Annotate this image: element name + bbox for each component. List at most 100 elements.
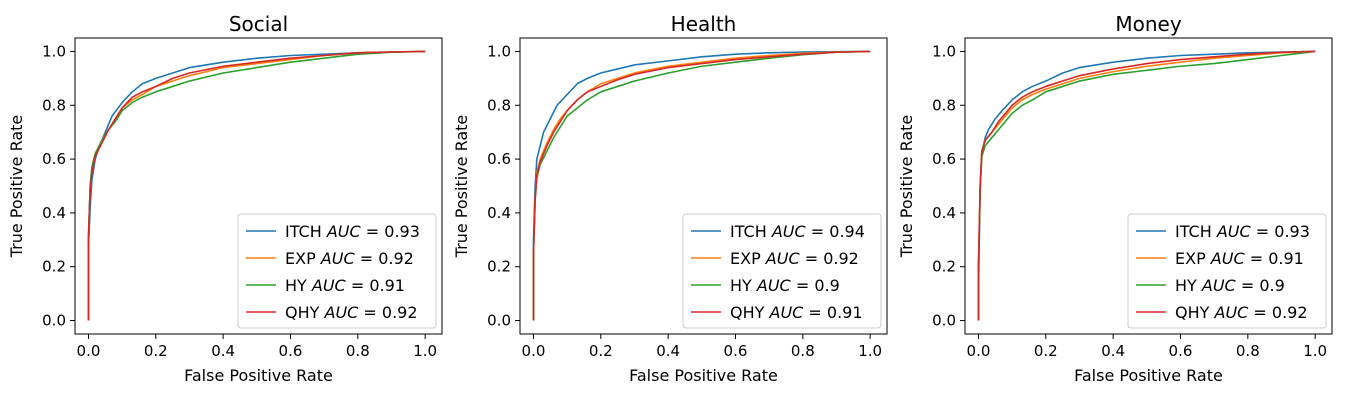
chart-title: Health xyxy=(671,12,737,36)
legend-auc-value: 0.9 xyxy=(1259,276,1284,295)
x-tick-label: 0.0 xyxy=(77,342,101,360)
legend-auc-value: 0.91 xyxy=(1268,249,1304,268)
x-tick-label: 0.8 xyxy=(1236,342,1260,360)
y-axis-label: True Positive Rate xyxy=(7,115,26,259)
legend-equals: = xyxy=(800,249,824,268)
legend-auc-symbol: AUC xyxy=(752,276,792,295)
x-tick-label: 0.6 xyxy=(724,342,748,360)
x-axis-label: False Positive Rate xyxy=(629,366,778,385)
y-tick-label: 1.0 xyxy=(487,42,511,60)
legend-equals: = xyxy=(358,303,382,322)
y-tick-label: 0.2 xyxy=(42,258,66,276)
legend-entry-hy: HY AUC = 0.9 xyxy=(730,276,840,295)
legend-entry-itch: ITCH AUC = 0.93 xyxy=(285,222,420,241)
x-tick-label: 0.0 xyxy=(522,342,546,360)
x-tick-label: 0.4 xyxy=(211,342,235,360)
chart-panel-money: Money 0.0 0.2 0.4 0.6 0.8 1.0 0.0 0.2 0.4 0.6 0.8 1.… xyxy=(897,12,1333,385)
y-axis-label: True Positive Rate xyxy=(897,115,916,259)
roc-curve-hy xyxy=(977,50,1316,321)
legend-series-name: HY xyxy=(1175,276,1197,295)
legend-box xyxy=(237,213,437,329)
x-tick-label: 0.2 xyxy=(1034,342,1058,360)
roc-curve-itch xyxy=(532,50,871,321)
y-tick-label: 0.0 xyxy=(42,312,66,330)
x-tick-label: 1.0 xyxy=(1303,342,1327,360)
legend-series-name: HY xyxy=(730,276,752,295)
legend: ITCH AUC = 0.93 EXP AUC = 0.92 HY AUC = 0.… xyxy=(237,213,437,329)
legend-entry-exp: EXP AUC = 0.91 xyxy=(1175,249,1304,268)
legend-entry-exp: EXP AUC = 0.92 xyxy=(285,249,414,268)
x-tick-label: 1.0 xyxy=(858,342,882,360)
legend-box xyxy=(682,213,882,329)
plot-frame xyxy=(519,37,888,335)
legend-series-name: ITCH xyxy=(730,222,767,241)
legend-auc-value: 0.92 xyxy=(1272,303,1308,322)
y-tick-label: 0.6 xyxy=(932,150,956,168)
legend-entry-qhy: QHY AUC = 0.92 xyxy=(1175,303,1308,322)
y-tick-label: 0.0 xyxy=(487,312,511,330)
legend-equals: = xyxy=(806,222,830,241)
legend-auc-value: 0.92 xyxy=(382,303,418,322)
legend-auc-symbol: AUC xyxy=(322,222,362,241)
plot-frame xyxy=(964,37,1333,335)
legend-auc-value: 0.91 xyxy=(827,303,863,322)
x-tick-label: 0.6 xyxy=(279,342,303,360)
y-axis-label: True Positive Rate xyxy=(452,115,471,259)
legend-entry-itch: ITCH AUC = 0.94 xyxy=(730,222,865,241)
legend-box xyxy=(1127,213,1327,329)
legend-entry-qhy: QHY AUC = 0.91 xyxy=(730,303,863,322)
legend-series-name: HY xyxy=(285,276,307,295)
legend-equals: = xyxy=(355,249,379,268)
y-tick-label: 1.0 xyxy=(932,42,956,60)
legend-series-name: EXP xyxy=(285,249,316,268)
legend-auc-symbol: AUC xyxy=(307,276,347,295)
chart-title: Social xyxy=(229,12,288,36)
roc-curve-qhy xyxy=(532,50,871,321)
legend-auc-value: 0.93 xyxy=(1274,222,1310,241)
legend-series-name: QHY xyxy=(1175,303,1210,322)
legend-auc-symbol: AUC xyxy=(1197,276,1237,295)
legend-entry-qhy: QHY AUC = 0.92 xyxy=(285,303,418,322)
legend-auc-symbol: AUC xyxy=(1206,249,1246,268)
legend-series-name: EXP xyxy=(730,249,761,268)
legend: ITCH AUC = 0.94 EXP AUC = 0.92 HY AUC = 0.… xyxy=(682,213,882,329)
legend-auc-value: 0.92 xyxy=(378,249,414,268)
x-tick-label: 0.8 xyxy=(346,342,370,360)
x-tick-label: 0.4 xyxy=(1101,342,1125,360)
legend-series-name: ITCH xyxy=(1175,222,1212,241)
x-tick-label: 0.2 xyxy=(589,342,613,360)
legend-auc-value: 0.93 xyxy=(384,222,420,241)
legend-auc-value: 0.91 xyxy=(369,276,405,295)
y-tick-label: 0.8 xyxy=(42,96,66,114)
y-tick-label: 0.6 xyxy=(487,150,511,168)
y-tick-label: 0.4 xyxy=(487,204,511,222)
chart-title: Money xyxy=(1115,12,1181,36)
x-tick-label: 0.8 xyxy=(791,342,815,360)
legend-entry-exp: EXP AUC = 0.92 xyxy=(730,249,859,268)
x-tick-label: 1.0 xyxy=(413,342,437,360)
x-tick-label: 0.4 xyxy=(656,342,680,360)
chart-panel-social: Social 0.0 0.2 0.4 0.6 0.8 1.0 0.0 0.2 0.4 0.6 0.8 1… xyxy=(7,12,443,385)
x-axis-label: False Positive Rate xyxy=(1074,366,1223,385)
legend-series-name: QHY xyxy=(285,303,320,322)
legend-auc-symbol: AUC xyxy=(316,249,356,268)
y-tick-label: 0.0 xyxy=(932,312,956,330)
y-tick-label: 0.6 xyxy=(42,150,66,168)
chart-panel-health: Health 0.0 0.2 0.4 0.6 0.8 1.0 0.0 0.2 0.4 0.6 0.8 1… xyxy=(452,12,888,385)
y-tick-label: 0.2 xyxy=(932,258,956,276)
legend-equals: = xyxy=(791,276,815,295)
legend-equals: = xyxy=(361,222,385,241)
x-tick-label: 0.6 xyxy=(1169,342,1193,360)
y-tick-label: 0.8 xyxy=(932,96,956,114)
y-tick-label: 1.0 xyxy=(42,42,66,60)
x-tick-label: 0.2 xyxy=(144,342,168,360)
legend-auc-value: 0.92 xyxy=(823,249,859,268)
legend-equals: = xyxy=(1248,303,1272,322)
legend-entry-hy: HY AUC = 0.91 xyxy=(285,276,405,295)
legend: ITCH AUC = 0.93 EXP AUC = 0.91 HY AUC = 0.… xyxy=(1127,213,1327,329)
y-tick-label: 0.2 xyxy=(487,258,511,276)
y-tick-label: 0.4 xyxy=(932,204,956,222)
legend-series-name: ITCH xyxy=(285,222,322,241)
legend-series-name: EXP xyxy=(1175,249,1206,268)
